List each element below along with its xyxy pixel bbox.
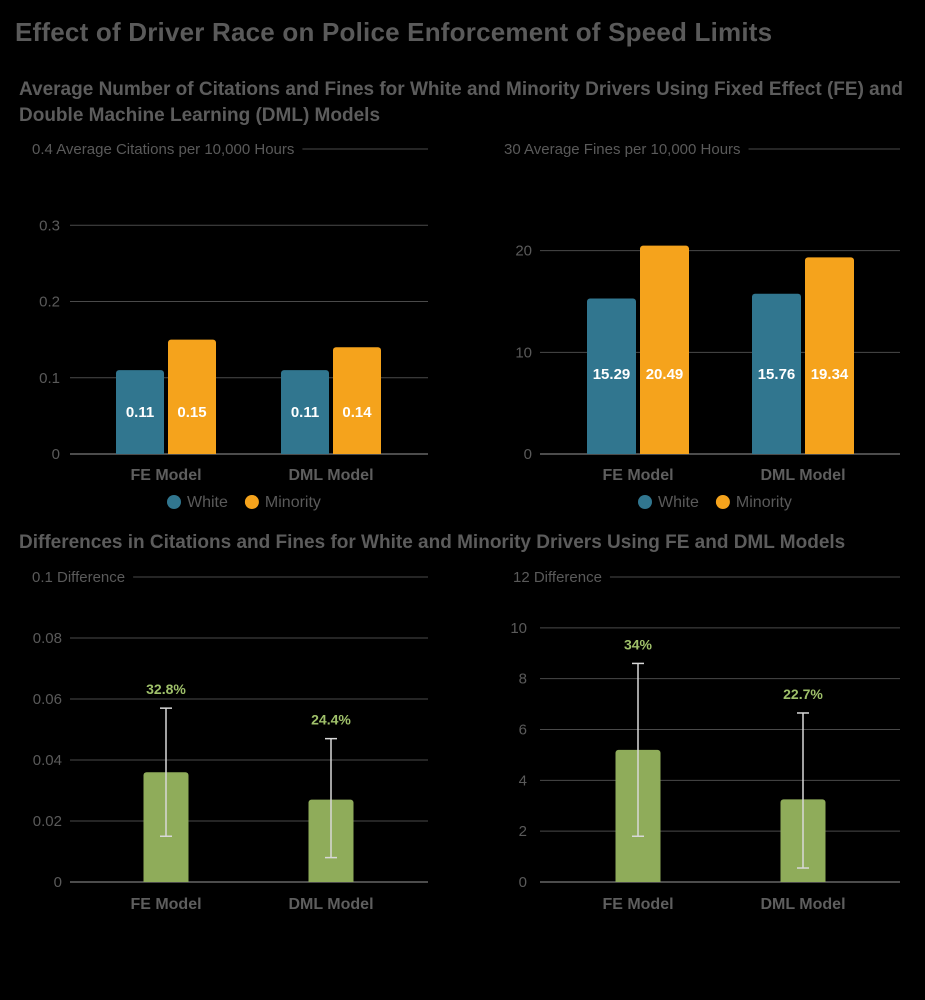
- fines-data-label: 20.49: [646, 366, 684, 383]
- fines-bar-base: [805, 450, 854, 454]
- fines-bar-base: [587, 450, 636, 454]
- fines-data-label: 15.29: [593, 366, 631, 383]
- section-title-averages: Average Number of Citations and Fines fo…: [19, 79, 903, 126]
- fines-legend-swatch-white: [638, 495, 652, 509]
- citations-diff-ytick-label: 0.08: [33, 630, 62, 647]
- fines-bar-minority: [805, 257, 854, 454]
- citations-diff-ytick-label: 0.02: [33, 813, 62, 830]
- fines-diff-ytick-label: 0: [519, 874, 527, 891]
- citations-diff-ytick-label: 0.1 Difference: [32, 569, 125, 586]
- fines-diff-bar-base: [615, 878, 661, 882]
- citations-legend-label: White: [187, 494, 228, 511]
- fines-legend-swatch-minority: [715, 495, 730, 509]
- citations-data-label: 0.15: [177, 404, 206, 421]
- citations-diff-xtick-label: FE Model: [130, 896, 201, 913]
- citations-data-label: 0.11: [126, 404, 154, 421]
- citations-diff-xtick-label: DML Model: [288, 896, 373, 913]
- citations-diff-bar-base: [143, 878, 189, 882]
- fines-ytick-label: 30 Average Fines per 10,000 Hours: [504, 141, 741, 158]
- fines-ytick-label: 10: [515, 344, 532, 361]
- fines-ytick-label: 0: [524, 446, 532, 463]
- citations-legend-swatch-minority: [244, 495, 259, 509]
- section-title-differences: Differences in Citations and Fines for W…: [19, 532, 846, 553]
- citations-diff-data-label: 32.8%: [146, 681, 186, 697]
- fines-diff-bar-base: [780, 878, 826, 882]
- fines-xtick-label: FE Model: [602, 467, 673, 484]
- citations-ytick-label: 0: [52, 446, 60, 463]
- fines-diff-data-label: 22.7%: [783, 686, 823, 702]
- citations-bar-base: [281, 450, 329, 454]
- fines-legend-label: White: [658, 494, 699, 511]
- fines-diff-ytick-label: 2: [519, 823, 527, 840]
- fines-bar-white: [752, 293, 801, 454]
- citations-ytick-label: 0.3: [39, 217, 60, 234]
- citations-ytick-label: 0.2: [39, 294, 60, 311]
- citations-data-label: 0.11: [291, 404, 319, 421]
- fines-diff-ytick-label: 6: [519, 722, 527, 739]
- citations-ytick-label: 0.1: [39, 370, 60, 387]
- citations-bar-white: [116, 370, 164, 454]
- citations-xtick-label: FE Model: [130, 467, 201, 484]
- fines-data-label: 15.76: [758, 366, 796, 383]
- citations-diff-ytick-label: 0: [54, 874, 62, 891]
- citations-diff-bar-base: [308, 878, 354, 882]
- fines-diff-xtick-label: DML Model: [760, 896, 845, 913]
- fines-legend-label: Minority: [736, 494, 792, 511]
- citations-bar-minority: [168, 339, 216, 454]
- fines-diff-ytick-label: 8: [519, 671, 527, 688]
- citations-diff-data-label: 24.4%: [311, 712, 351, 728]
- page-title: Effect of Driver Race on Police Enforcem…: [15, 17, 773, 47]
- fines-bar-base: [640, 450, 689, 454]
- fines-bar-base: [752, 450, 801, 454]
- fines-diff-xtick-label: FE Model: [602, 896, 673, 913]
- citations-legend-label: Minority: [265, 494, 321, 511]
- citations-ytick-label: 0.4 Average Citations per 10,000 Hours: [32, 141, 294, 158]
- citations-bar-minority: [333, 347, 381, 454]
- fines-data-label: 19.34: [811, 366, 849, 383]
- fines-xtick-label: DML Model: [760, 467, 845, 484]
- citations-bar-base: [116, 450, 164, 454]
- citations-bar-white: [281, 370, 329, 454]
- fines-diff-ytick-label: 12 Difference: [513, 569, 602, 586]
- fines-diff-data-label: 34%: [624, 636, 653, 652]
- citations-diff-ytick-label: 0.04: [33, 752, 62, 769]
- citations-xtick-label: DML Model: [288, 467, 373, 484]
- fines-ytick-label: 20: [515, 243, 532, 260]
- citations-bar-base: [168, 450, 216, 454]
- fines-bar-minority: [640, 245, 689, 454]
- citations-bar-base: [333, 450, 381, 454]
- citations-legend-swatch-white: [167, 495, 181, 509]
- citations-data-label: 0.14: [342, 404, 372, 421]
- fines-bar-white: [587, 298, 636, 454]
- fines-diff-ytick-label: 10: [510, 620, 527, 637]
- citations-diff-ytick-label: 0.06: [33, 691, 62, 708]
- fines-diff-ytick-label: 4: [519, 772, 527, 789]
